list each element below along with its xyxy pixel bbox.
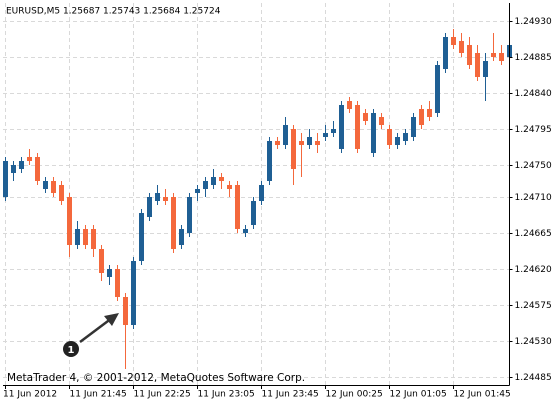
candle-body	[107, 269, 112, 277]
candle-body	[131, 261, 136, 325]
candle-body	[51, 181, 56, 193]
candle-body	[411, 117, 416, 137]
candle-body	[323, 133, 328, 137]
x-tick-label: 11 Jun 23:45	[262, 390, 319, 400]
candle-body	[419, 109, 424, 125]
x-tick-label: 12 Jun 00:25	[326, 390, 383, 400]
candle-body	[379, 117, 384, 125]
candle-body	[83, 229, 88, 245]
candle-body	[267, 141, 272, 181]
candle-body	[443, 37, 448, 69]
candle-body	[451, 37, 456, 45]
candle-body	[195, 189, 200, 193]
candle-body	[91, 229, 96, 249]
candle-body	[171, 197, 176, 249]
candle-body	[371, 113, 376, 153]
candle-body	[235, 185, 240, 229]
candle-body	[475, 53, 480, 77]
candle-body	[179, 229, 184, 245]
candle-body	[211, 177, 216, 185]
candle-body	[219, 177, 224, 181]
candle-body	[35, 157, 40, 181]
y-tick-label: 1.24530	[515, 337, 552, 347]
candle-body	[307, 137, 312, 145]
candle-body	[163, 197, 168, 201]
candle-body	[27, 157, 32, 161]
candle-body	[99, 249, 104, 273]
candle-body	[435, 65, 440, 113]
candle-body	[43, 181, 48, 189]
y-tick-label: 1.24575	[515, 301, 552, 311]
x-tick-label: 11 Jun 22:25	[134, 390, 191, 400]
candle-body	[243, 229, 248, 233]
candle-body	[315, 141, 320, 145]
annotation-arrow	[79, 317, 113, 343]
candle-body	[115, 269, 120, 297]
candle-body	[139, 213, 144, 261]
y-tick-label: 1.24485	[515, 373, 552, 383]
candle-body	[427, 109, 432, 117]
candle-body	[155, 193, 160, 201]
annotation-label: 1	[68, 345, 75, 356]
candle-body	[403, 133, 408, 141]
candle-body	[187, 197, 192, 233]
candle-body	[251, 201, 256, 225]
y-tick-label: 1.24885	[515, 53, 552, 63]
candle-body	[283, 125, 288, 145]
candles	[3, 29, 512, 369]
candle-body	[203, 181, 208, 189]
candle-body	[491, 53, 496, 57]
candle-body	[395, 137, 400, 145]
candle-body	[275, 141, 280, 145]
candle-body	[355, 105, 360, 149]
candle-body	[259, 185, 264, 201]
chart-title: EURUSD,M5 1.25687 1.25743 1.25684 1.2572…	[6, 7, 221, 17]
y-tick-label: 1.24840	[515, 89, 552, 99]
x-tick-label: 11 Jun 2012	[3, 390, 57, 400]
candle-body	[227, 185, 232, 189]
candle-body	[75, 229, 80, 245]
x-tick-label: 11 Jun 21:45	[70, 390, 127, 400]
candle-body	[11, 165, 16, 173]
annotation: 1	[63, 313, 119, 357]
candle-body	[483, 61, 488, 77]
y-tick-label: 1.24710	[515, 193, 552, 203]
candle-body	[19, 161, 24, 169]
candle-body	[67, 197, 72, 245]
x-tick-label: 12 Jun 01:45	[454, 390, 511, 400]
candle-body	[499, 53, 504, 61]
candle-body	[123, 297, 128, 325]
candle-body	[331, 129, 336, 133]
x-tick-label: 11 Jun 23:05	[198, 390, 255, 400]
footer: MetaTrader 4, © 2001-2012, MetaQuotes So…	[7, 372, 305, 384]
annotation-arrowhead	[104, 313, 119, 326]
y-tick-label: 1.24930	[515, 17, 552, 27]
candle-body	[339, 105, 344, 149]
candle-body	[387, 129, 392, 145]
annotation-circle	[63, 341, 79, 357]
y-tick-label: 1.24750	[515, 161, 552, 171]
y-tick-label: 1.24665	[515, 229, 552, 239]
x-tick-label: 12 Jun 01:05	[390, 390, 447, 400]
candle-body	[459, 41, 464, 53]
candle-body	[467, 45, 472, 65]
y-tick-label: 1.24620	[515, 265, 552, 275]
candle-body	[299, 141, 304, 145]
candle-body	[147, 197, 152, 217]
candle-body	[347, 101, 352, 109]
y-tick-label: 1.24795	[515, 125, 552, 135]
candle-body	[291, 129, 296, 169]
candle-body	[363, 113, 368, 121]
candle-body	[3, 161, 8, 197]
candle-body	[59, 185, 64, 201]
